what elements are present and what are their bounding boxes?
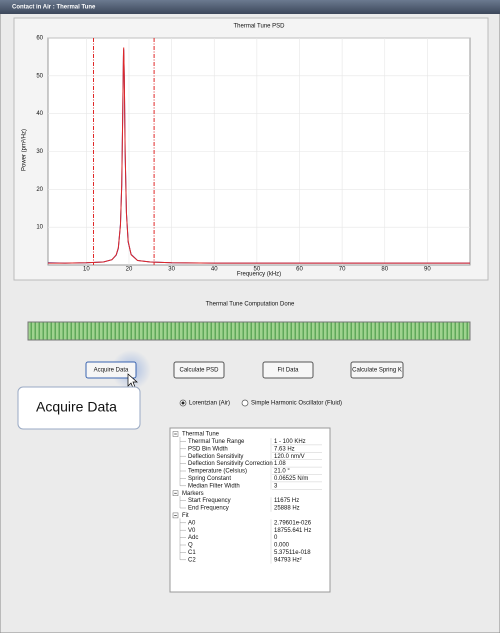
status-text: Thermal Tune Computation Done xyxy=(206,302,295,308)
y-tick-label: 30 xyxy=(36,149,43,155)
button-label[interactable]: Acquire Data xyxy=(94,368,129,374)
property-name: Q xyxy=(188,543,193,549)
property-name: End Frequency xyxy=(188,506,229,512)
x-tick-label: 50 xyxy=(254,267,261,273)
property-tree xyxy=(169,427,331,593)
x-tick-label: 40 xyxy=(211,267,218,273)
tooltip-text: Acquire Data xyxy=(36,399,117,415)
property-value: 0.000 xyxy=(274,543,290,549)
x-tick-label: 20 xyxy=(126,267,133,273)
property-value: 18755.641 Hz xyxy=(274,528,311,534)
x-tick-label: 90 xyxy=(424,267,431,273)
progress-bar xyxy=(27,321,471,341)
property-value: 3 xyxy=(274,483,278,489)
radio-label[interactable]: Lorentzian (Air) xyxy=(189,401,230,407)
button-label[interactable]: Calculate Spring K xyxy=(352,368,402,374)
property-name: PSD Bin Width xyxy=(188,446,228,452)
y-tick-label: 40 xyxy=(36,111,43,117)
property-name: Deflection Sensitivity xyxy=(188,454,243,460)
property-value: 1.08 xyxy=(274,461,286,467)
property-value: 11675 Hz xyxy=(274,498,299,504)
property-name: Median Filter Width xyxy=(188,483,240,489)
tree-group-label: Thermal Tune xyxy=(182,432,220,438)
button[interactable] xyxy=(85,361,137,379)
property-value: 1 - 100 KHz xyxy=(274,439,306,445)
property-name: V0 xyxy=(188,528,196,534)
property-name: Start Frequency xyxy=(188,498,231,504)
property-name: Thermal Tune Range xyxy=(188,439,245,445)
radio-button[interactable] xyxy=(241,399,249,407)
radio-dot xyxy=(181,401,185,405)
chart-title: Thermal Tune PSD xyxy=(233,24,285,30)
property-value: 21.0 ° xyxy=(274,469,290,475)
y-tick-label: 50 xyxy=(36,73,43,79)
property-value: 25888 Hz xyxy=(274,506,300,512)
y-tick-label: 60 xyxy=(36,36,43,42)
title-bar xyxy=(0,0,500,14)
button-label[interactable]: Calculate PSD xyxy=(179,368,219,374)
button-label[interactable]: Fit Data xyxy=(277,368,299,374)
property-name: C1 xyxy=(188,550,196,556)
property-name: Deflection Sensitivity Correction xyxy=(188,461,273,467)
x-axis-label: Frequency (kHz) xyxy=(237,272,281,278)
property-name: A0 xyxy=(188,520,196,526)
tooltip xyxy=(17,386,141,430)
x-tick-label: 70 xyxy=(339,267,346,273)
button[interactable] xyxy=(173,361,225,379)
property-name: Adc xyxy=(188,535,198,541)
property-value: 5.37511e-018 xyxy=(274,550,311,556)
property-name: Temperature (Celsius) xyxy=(188,469,247,475)
property-value: 7.63 Hz xyxy=(274,446,295,452)
property-name: Spring Constant xyxy=(188,476,231,482)
property-value: 2.79601e-026 xyxy=(274,520,312,526)
property-value: 0 xyxy=(274,535,278,541)
y-axis-label: Power (pm²/Hz) xyxy=(22,129,28,171)
property-value: 94793 Hz² xyxy=(274,557,302,563)
data-line xyxy=(48,47,470,264)
y-tick-label: 20 xyxy=(36,187,43,193)
property-value: 0.06525 N/m xyxy=(274,476,308,482)
x-tick-label: 30 xyxy=(168,267,175,273)
y-tick-label: 10 xyxy=(36,225,43,231)
x-tick-label: 10 xyxy=(83,267,90,273)
button[interactable] xyxy=(350,361,404,379)
tree-group-label: Markers xyxy=(182,491,204,497)
radio-label[interactable]: Simple Harmonic Oscillator (Fluid) xyxy=(251,401,342,407)
window-title: Contact in Air : Thermal Tune xyxy=(12,5,96,11)
x-tick-label: 80 xyxy=(381,267,388,273)
tree-group-label: Fit xyxy=(182,513,189,519)
property-name: C2 xyxy=(188,557,196,563)
x-tick-label: 60 xyxy=(296,267,303,273)
property-value: 120.0 nm/V xyxy=(274,454,305,460)
button[interactable] xyxy=(262,361,314,379)
